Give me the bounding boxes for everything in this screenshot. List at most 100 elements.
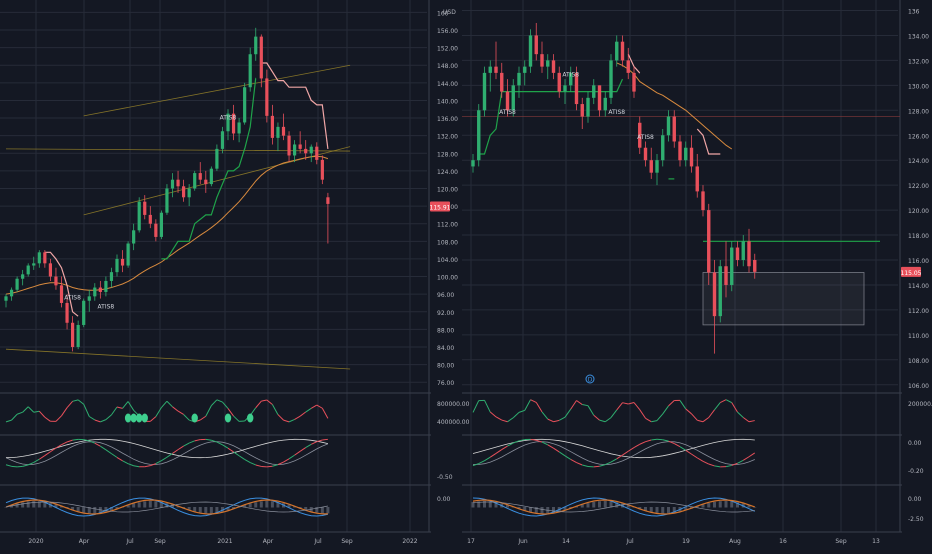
left-candle-body[interactable] — [121, 259, 124, 266]
left-candle-body[interactable] — [193, 173, 196, 188]
right-candle-body[interactable] — [598, 85, 601, 110]
left-candle-body[interactable] — [238, 122, 241, 133]
left-candle-body[interactable] — [38, 252, 41, 263]
left-candle-body[interactable] — [188, 188, 191, 197]
right-candle-body[interactable] — [753, 260, 756, 272]
left-candle-body[interactable] — [326, 197, 329, 204]
right-candle-body[interactable] — [707, 210, 710, 272]
right-candle-body[interactable] — [494, 67, 497, 73]
left-candle-body[interactable] — [104, 281, 107, 292]
right-candle-body[interactable] — [713, 272, 716, 316]
right-candle-body[interactable] — [673, 117, 676, 142]
left-candle-body[interactable] — [115, 259, 118, 272]
right-candle-body[interactable] — [506, 92, 509, 111]
left-candle-body[interactable] — [149, 215, 152, 224]
right-candle-body[interactable] — [477, 110, 480, 160]
left-candle-body[interactable] — [287, 136, 290, 156]
left-candle-body[interactable] — [243, 87, 246, 122]
right-candle-body[interactable] — [540, 54, 543, 66]
left-candle-body[interactable] — [60, 285, 63, 303]
right-candle-body[interactable] — [747, 241, 750, 266]
right-candle-body[interactable] — [535, 35, 538, 54]
left-candle-body[interactable] — [154, 224, 157, 237]
right-candle-body[interactable] — [701, 191, 704, 210]
left-candle-body[interactable] — [4, 296, 7, 300]
right-candle-body[interactable] — [730, 248, 733, 285]
right-candle-body[interactable] — [558, 73, 561, 92]
left-candle-body[interactable] — [99, 288, 102, 292]
right-candle-body[interactable] — [483, 73, 486, 110]
left-candle-body[interactable] — [304, 149, 307, 153]
left-candle-body[interactable] — [127, 244, 130, 266]
right-candle-body[interactable] — [615, 42, 618, 61]
right-candle-body[interactable] — [517, 73, 520, 85]
left-candle-body[interactable] — [138, 202, 141, 231]
left-candle-body[interactable] — [71, 323, 74, 347]
right-candle-body[interactable] — [592, 85, 595, 97]
right-candle-body[interactable] — [546, 60, 549, 66]
left-candle-body[interactable] — [182, 186, 185, 197]
left-candle-body[interactable] — [310, 147, 313, 154]
right-candle-body[interactable] — [529, 35, 532, 66]
right-candle-body[interactable] — [690, 148, 693, 167]
left-candle-body[interactable] — [88, 296, 91, 300]
right-candle-body[interactable] — [742, 241, 745, 260]
left-candle-body[interactable] — [204, 180, 207, 184]
right-candle-body[interactable] — [552, 60, 555, 72]
left-candle-body[interactable] — [199, 173, 202, 180]
left-candle-body[interactable] — [293, 144, 296, 155]
left-candle-body[interactable] — [65, 303, 68, 323]
left-candle-body[interactable] — [271, 116, 274, 138]
right-candle-body[interactable] — [581, 104, 584, 116]
left-candle-body[interactable] — [93, 288, 96, 297]
right-candle-body[interactable] — [609, 60, 612, 97]
right-candle-body[interactable] — [500, 73, 503, 92]
right-candle-body[interactable] — [696, 166, 699, 191]
left-candle-body[interactable] — [254, 37, 257, 55]
left-candle-body[interactable] — [176, 180, 179, 187]
left-candle-body[interactable] — [27, 266, 30, 275]
right-candle-body[interactable] — [684, 148, 687, 160]
left-candle-body[interactable] — [32, 263, 35, 265]
left-candle-body[interactable] — [143, 202, 146, 215]
left-candle-body[interactable] — [77, 325, 80, 347]
right-candle-body[interactable] — [736, 248, 739, 260]
left-candle-body[interactable] — [299, 144, 302, 148]
left-candle-body[interactable] — [215, 149, 218, 169]
left-candle-body[interactable] — [160, 213, 163, 237]
right-candle-body[interactable] — [632, 73, 635, 92]
right-candle-body[interactable] — [523, 67, 526, 73]
left-candle-body[interactable] — [171, 180, 174, 189]
right-candle-body[interactable] — [604, 98, 607, 110]
left-candle-body[interactable] — [82, 301, 85, 325]
right-candle-body[interactable] — [471, 160, 474, 166]
right-candle-body[interactable] — [489, 67, 492, 73]
left-candle-body[interactable] — [315, 147, 318, 160]
right-candle-body[interactable] — [512, 85, 515, 110]
right-candle-body[interactable] — [667, 117, 670, 136]
right-candle-body[interactable] — [650, 160, 653, 172]
right-candle-body[interactable] — [724, 266, 727, 285]
left-candle-body[interactable] — [21, 274, 24, 278]
left-candle-body[interactable] — [265, 78, 268, 115]
left-candle-body[interactable] — [260, 37, 263, 79]
right-candle-body[interactable] — [627, 60, 630, 72]
right-candle-body[interactable] — [621, 42, 624, 61]
left-candle-body[interactable] — [110, 272, 113, 281]
right-candle-body[interactable] — [563, 85, 566, 91]
left-candle-body[interactable] — [210, 169, 213, 184]
left-candle-body[interactable] — [49, 263, 52, 276]
left-candle-body[interactable] — [132, 230, 135, 243]
right-candle-body[interactable] — [661, 135, 664, 160]
left-candle-body[interactable] — [54, 277, 57, 286]
right-candle-body[interactable] — [586, 98, 589, 117]
left-candle-body[interactable] — [282, 127, 285, 136]
right-candle-body[interactable] — [719, 266, 722, 316]
left-candle-body[interactable] — [16, 279, 19, 290]
left-candle-body[interactable] — [10, 290, 13, 297]
left-candle-body[interactable] — [165, 188, 168, 212]
right-candle-body[interactable] — [655, 160, 658, 172]
right-candle-body[interactable] — [644, 148, 647, 160]
